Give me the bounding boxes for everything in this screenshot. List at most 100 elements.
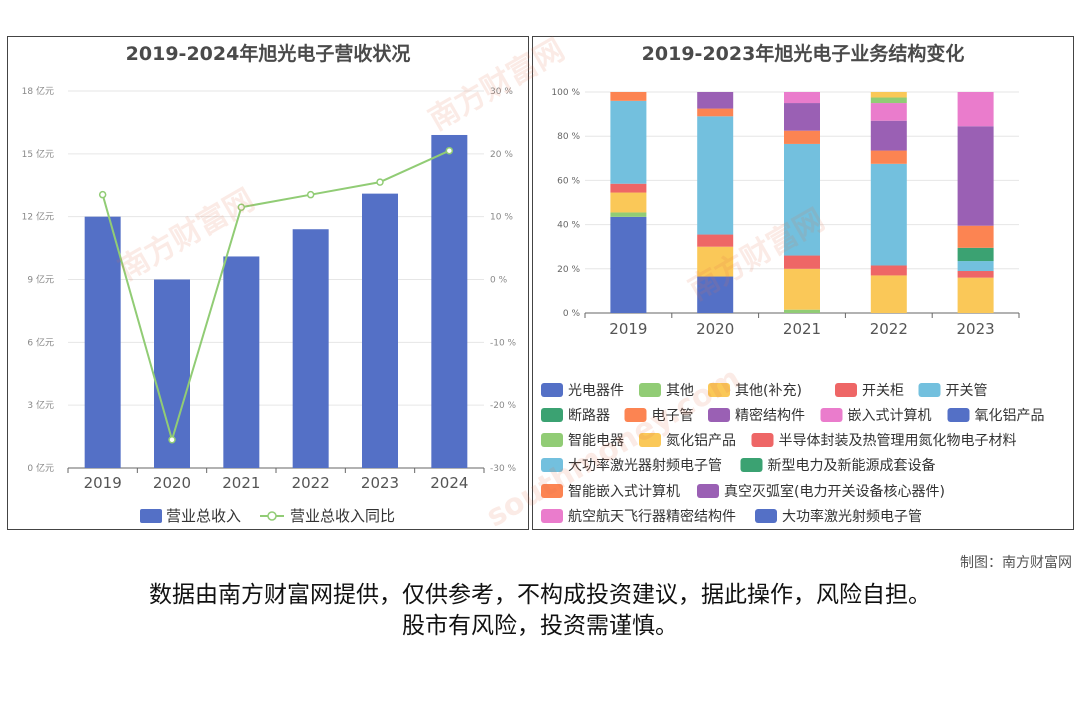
stack-segment: [870, 120, 907, 151]
yoy-point: [445, 146, 454, 155]
legend-swatch: [541, 408, 563, 422]
legend-swatch-yoy-point: [267, 511, 277, 521]
stack-segment: [610, 92, 647, 101]
legend-swatch: [708, 383, 730, 397]
y-tick-label: 20 %: [557, 265, 580, 275]
legend-swatch: [541, 484, 563, 498]
yoy-point: [306, 190, 315, 199]
legend-label-revenue: 营业总收入: [166, 507, 241, 525]
revenue-bar: [362, 193, 398, 468]
stack-segment: [957, 92, 994, 127]
disclaimer: 数据由南方财富网提供，仅供参考，不构成投资建议，据此操作，风险自担。 股市有风险…: [0, 580, 1080, 642]
legend-swatch: [624, 408, 647, 422]
stack-segment: [610, 192, 647, 213]
legend-swatch: [740, 458, 763, 472]
disclaimer-line-2: 股市有风险，投资需谨慎。: [402, 613, 678, 639]
stack-segment: [957, 126, 994, 226]
revenue-chart: 0 亿元 3 亿元 6 亿元 9 亿元 12 亿元 15 亿元 18 亿元 -30 % -20 …: [22, 85, 517, 525]
legend-swatch: [639, 383, 661, 397]
legend-label: 其他: [666, 383, 694, 399]
structure-chart: 0 % 20 % 40 % 60 % 80 % 100 % 2019 2020 2021 2022…: [541, 88, 1045, 525]
stack-segment: [957, 225, 994, 248]
x-tick-label: 2023: [957, 320, 995, 338]
y-tick-label: 100 %: [551, 88, 580, 98]
y-right-tick-label: 30 %: [490, 87, 513, 97]
y-right-tick-label: 20 %: [490, 150, 513, 160]
stack-segment: [697, 246, 734, 277]
x-tick-label: 2020: [153, 474, 191, 492]
stack-segment: [870, 97, 907, 104]
stack-segment: [697, 108, 734, 117]
legend-label: 光电器件: [568, 383, 624, 399]
x-tick-label: 2019: [84, 474, 122, 492]
structure-chart-title: 2019-2023年旭光电子业务结构变化: [641, 43, 965, 65]
legend-swatch: [541, 433, 563, 447]
y-right-tick-label: -20 %: [490, 401, 517, 411]
stack-segment: [870, 92, 907, 98]
revenue-chart-panel: 2019-2024年旭光电子营收状况 0 亿元 3 亿元 6 亿元 9 亿元 12 亿元…: [7, 36, 529, 530]
legend-swatch: [541, 458, 563, 472]
legend-label: 智能电器: [568, 433, 624, 449]
legend-label: 智能嵌入式计算机: [568, 484, 680, 500]
stack-segment: [784, 309, 820, 313]
revenue-chart-title: 2019-2024年旭光电子营收状况: [125, 43, 411, 65]
stack-segment: [957, 247, 994, 262]
legend-swatch: [697, 484, 719, 498]
legend-label: 大功率激光射频电子管: [782, 508, 922, 525]
legend-label: 断路器: [568, 408, 610, 424]
y-left-tick-label: 15 亿元: [22, 148, 54, 160]
stack-segment: [957, 277, 994, 313]
stack-segment: [610, 100, 647, 184]
legend-swatch: [751, 433, 774, 447]
yoy-point: [98, 190, 107, 199]
legend-swatch-revenue: [140, 509, 162, 523]
yoy-point: [168, 435, 176, 444]
x-tick-label: 2024: [430, 474, 468, 492]
legend-label: 嵌入式计算机: [848, 408, 932, 424]
y-tick-label: 40 %: [557, 221, 580, 231]
revenue-bar: [292, 229, 329, 468]
chart-credit: 制图：南方财富网: [960, 555, 1072, 571]
stack-segment: [697, 234, 734, 247]
stack-segment: [784, 255, 820, 269]
legend-swatch: [755, 509, 777, 523]
y-left-tick-label: 6 亿元: [27, 336, 54, 348]
stack-segment: [784, 130, 820, 144]
legend-label: 氮化铝产品: [666, 433, 736, 449]
stack-segment: [697, 116, 734, 235]
stack-segment: [784, 143, 820, 256]
stack-segment: [957, 261, 994, 272]
legend-swatch: [541, 509, 563, 523]
y-left-tick-label: 12 亿元: [22, 211, 54, 223]
legend-label-yoy: 营业总收入同比: [290, 507, 395, 525]
stack-segment: [870, 265, 907, 276]
y-right-tick-label: -30 %: [490, 464, 517, 474]
yoy-line: [101, 149, 450, 444]
disclaimer-line-1: 数据由南方财富网提供，仅供参考，不构成投资建议，据此操作，风险自担。: [149, 582, 931, 608]
legend-swatch: [639, 433, 661, 447]
legend-label: 半导体封装及热管理用氮化物电子材料: [779, 433, 1017, 449]
y-left-tick-label: 18 亿元: [22, 85, 54, 97]
x-tick-label: 2019: [609, 320, 647, 338]
legend-swatch: [835, 383, 857, 397]
stack-segment: [697, 92, 734, 109]
stack-segment: [870, 163, 907, 266]
x-tick-label: 2020: [696, 320, 734, 338]
stack-segment: [784, 268, 820, 310]
legend-label: 氧化铝产品: [975, 408, 1045, 424]
y-left-tick-label: 3 亿元: [27, 399, 54, 411]
y-right-tick-label: -10 %: [490, 338, 517, 348]
revenue-bar: [431, 134, 468, 468]
legend-label: 新型电力及新能源成套设备: [768, 457, 936, 474]
stack-segment: [870, 103, 907, 121]
stack-segment: [784, 92, 820, 104]
y-right-tick-label: 10 %: [490, 213, 513, 223]
y-left-tick-label: 0 亿元: [27, 462, 54, 474]
legend-swatch: [820, 408, 843, 422]
legend-label: 其他(补充): [735, 383, 802, 399]
x-tick-label: 2022: [292, 474, 330, 492]
legend-swatch: [918, 383, 941, 397]
stack-segment: [870, 150, 907, 164]
legend-label: 真空灭弧室(电力开关设备核心器件): [724, 483, 945, 500]
y-tick-label: 60 %: [557, 176, 580, 186]
